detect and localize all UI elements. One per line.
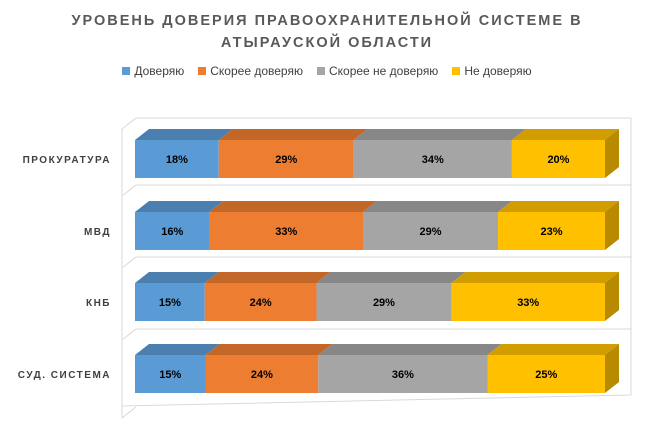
legend-label-trust: Доверяю [134, 64, 185, 78]
bar-segment-top [204, 272, 331, 283]
bar-segment-top [451, 272, 619, 283]
data-label: 18% [166, 154, 188, 166]
bar-segment-side [605, 272, 619, 321]
legend-swatch-rather-trust [198, 67, 207, 75]
legend-swatch-trust [122, 67, 131, 75]
data-label: 24% [250, 297, 272, 309]
bar-segment [205, 355, 319, 393]
data-label: 29% [373, 297, 395, 309]
legend-swatch-distrust [452, 67, 461, 75]
legend: Доверяю Скорее доверяю Скорее не доверяю… [0, 64, 654, 78]
bar-segment-top [135, 129, 233, 140]
bar-segment-top [218, 129, 368, 140]
bar-segment [363, 212, 498, 250]
bar-segment [487, 355, 605, 393]
legend-label-rather-distrust: Скорее не доверяю [328, 64, 439, 78]
row-separator [121, 328, 631, 341]
bar-segment [209, 212, 364, 250]
bar-segment-top [511, 129, 619, 140]
legend-item-distrust: Не доверяю [452, 64, 532, 78]
bar-segment-side [605, 129, 619, 178]
legend-label-distrust: Не доверяю [464, 64, 532, 78]
bar-segment-side [605, 344, 619, 393]
chart-title-line-1: УРОВЕНЬ ДОВЕРИЯ ПРАВООХРАНИТЕЛЬНОЙ СИСТЕ… [71, 13, 583, 29]
data-label: 29% [275, 154, 297, 166]
data-label: 33% [275, 226, 297, 238]
data-label: 15% [159, 369, 181, 381]
data-label: 33% [517, 297, 539, 309]
category-label: ПРОКУРАТУРА [23, 155, 111, 166]
bar-segment [204, 283, 317, 321]
data-label: 34% [422, 154, 444, 166]
data-label: 24% [251, 369, 273, 381]
bar-segment [497, 212, 605, 250]
category-label: МВД [84, 227, 111, 238]
data-label: 36% [392, 369, 414, 381]
bar-segment-top [135, 272, 219, 283]
bar-segment [218, 140, 354, 178]
bar-segment [511, 140, 605, 178]
legend-item-trust: Доверяю [122, 64, 184, 78]
data-label: 29% [419, 226, 441, 238]
row-separator [121, 256, 631, 269]
bar-segment [451, 283, 605, 321]
data-label: 25% [535, 369, 557, 381]
bar-segment [135, 283, 205, 321]
bar-segment [316, 283, 452, 321]
bar-segment-top [316, 272, 466, 283]
bar-segment [353, 140, 512, 178]
data-label: 16% [161, 226, 183, 238]
bar-segment-top [318, 344, 502, 355]
bar-segment-top [135, 344, 220, 355]
bar-segment-top [209, 201, 378, 212]
data-label: 23% [540, 226, 562, 238]
floor-edge [121, 406, 137, 419]
bar-segment-top [487, 344, 619, 355]
bar-segment [135, 212, 210, 250]
legend-swatch-rather-distrust [316, 67, 325, 75]
row-separator [121, 184, 631, 197]
legend-item-rather-trust: Скорее доверяю [198, 64, 303, 78]
data-label: 15% [159, 297, 181, 309]
bar-segment [318, 355, 488, 393]
legend-label-rather-trust: Скорее доверяю [210, 64, 303, 78]
legend-item-rather-distrust: Скорее не доверяю [316, 64, 439, 78]
chart-title-line-2: АТЫРАУСКОЙ ОБЛАСТИ [220, 35, 434, 51]
bar-segment-top [135, 201, 224, 212]
category-label: СУД. СИСТЕМА [18, 370, 111, 381]
bar-segment-top [363, 201, 512, 212]
category-label: КНБ [86, 298, 111, 309]
chart-title: УРОВЕНЬ ДОВЕРИЯ ПРАВООХРАНИТЕЛЬНОЙ СИСТЕ… [40, 10, 614, 54]
bar-segment-top [353, 129, 526, 140]
data-label: 20% [547, 154, 569, 166]
bar-segment [135, 140, 219, 178]
bar-segment [135, 355, 206, 393]
bar-segment-side [605, 201, 619, 250]
bar-segment-top [205, 344, 333, 355]
bar-segment-top [497, 201, 619, 212]
